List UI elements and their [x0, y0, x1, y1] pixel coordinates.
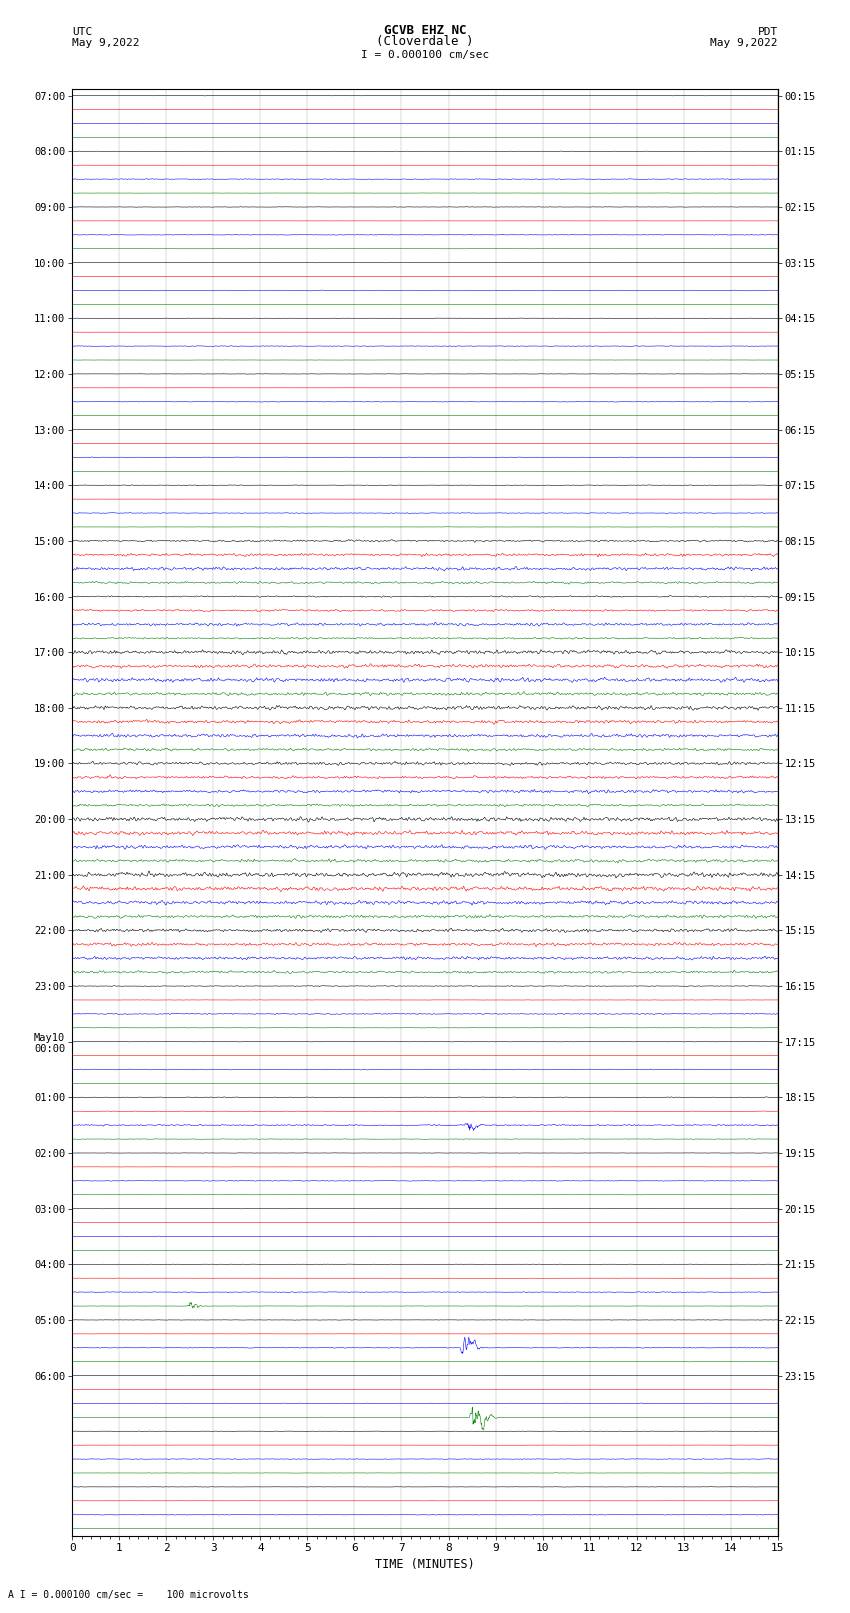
X-axis label: TIME (MINUTES): TIME (MINUTES) — [375, 1558, 475, 1571]
Text: PDT: PDT — [757, 27, 778, 37]
Text: I = 0.000100 cm/sec: I = 0.000100 cm/sec — [361, 50, 489, 60]
Text: UTC: UTC — [72, 27, 93, 37]
Text: A I = 0.000100 cm/sec =    100 microvolts: A I = 0.000100 cm/sec = 100 microvolts — [8, 1590, 249, 1600]
Text: May 9,2022: May 9,2022 — [72, 39, 139, 48]
Text: GCVB EHZ NC: GCVB EHZ NC — [383, 24, 467, 37]
Text: May 9,2022: May 9,2022 — [711, 39, 778, 48]
Text: (Cloverdale ): (Cloverdale ) — [377, 35, 473, 48]
